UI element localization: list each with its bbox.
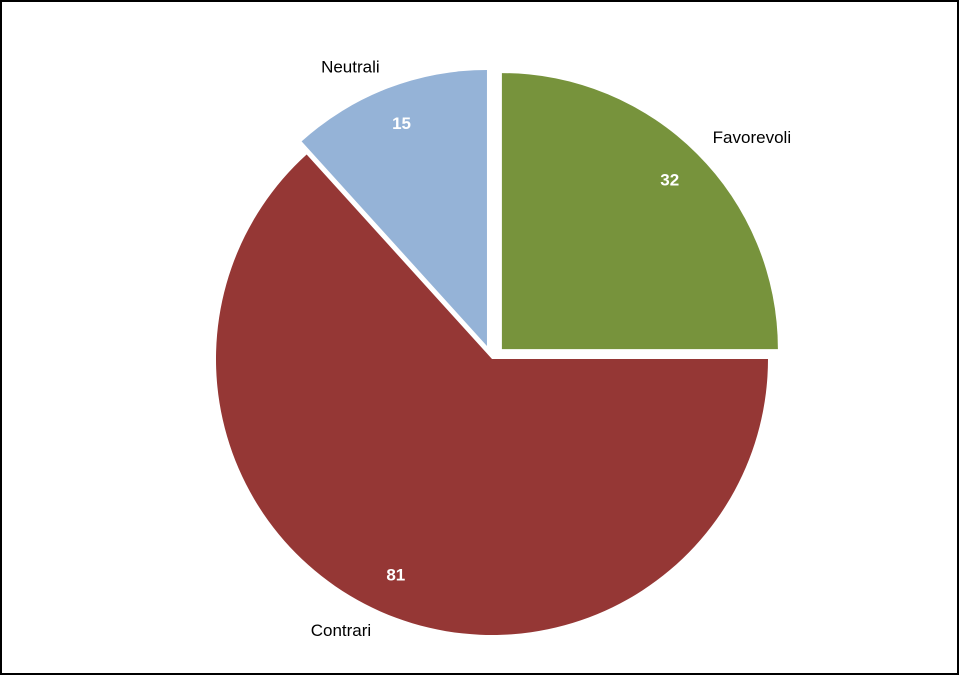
labels-layer: 32 Favorevoli 81 Contrari 15 Neutrali [311, 57, 791, 640]
slices-layer [215, 69, 778, 635]
slice-category-label-contrari: Contrari [311, 621, 371, 640]
slice-value-label-contrari: 81 [386, 565, 405, 584]
slice-value-label-favorevoli: 32 [660, 171, 679, 190]
pie-slice-contrari [215, 154, 769, 635]
pie-slice-favorevoli [501, 73, 778, 350]
slice-category-label-neutrali: Neutrali [321, 57, 380, 76]
slice-category-label-favorevoli: Favorevoli [713, 128, 791, 147]
pie-slice-neutrali [301, 69, 487, 346]
slice-value-label-neutrali: 15 [392, 114, 411, 133]
